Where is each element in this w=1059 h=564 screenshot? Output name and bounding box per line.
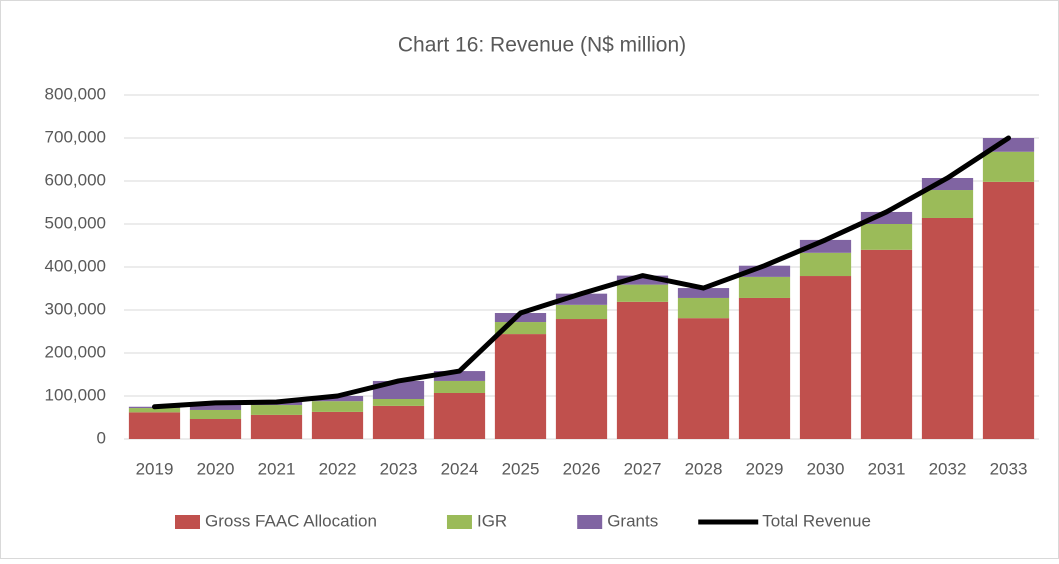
bar bbox=[555, 304, 608, 320]
bar bbox=[677, 288, 730, 298]
x-tick-label: 2027 bbox=[624, 459, 662, 478]
bar bbox=[616, 275, 669, 285]
bar bbox=[250, 414, 303, 439]
bar bbox=[189, 409, 242, 420]
legend-swatch bbox=[446, 515, 472, 529]
legend-label: Grants bbox=[607, 511, 658, 530]
legend-swatch bbox=[175, 515, 200, 529]
chart-title: Chart 16: Revenue (N$ million) bbox=[398, 34, 686, 57]
x-tick-label: 2032 bbox=[929, 459, 967, 478]
x-tick-label: 2023 bbox=[380, 459, 418, 478]
x-tick-label: 2024 bbox=[441, 459, 479, 478]
bar bbox=[311, 411, 364, 439]
bar bbox=[677, 297, 730, 319]
x-tick-label: 2021 bbox=[258, 459, 296, 478]
bar bbox=[921, 190, 974, 218]
bar bbox=[738, 297, 791, 439]
y-tick-label: 800,000 bbox=[45, 84, 106, 103]
legend-label: IGR bbox=[477, 511, 507, 530]
y-tick-label: 300,000 bbox=[45, 299, 106, 318]
bar bbox=[738, 276, 791, 298]
bar bbox=[860, 211, 913, 224]
legend-swatch bbox=[577, 515, 603, 529]
x-tick-label: 2031 bbox=[868, 459, 906, 478]
bar bbox=[189, 419, 242, 439]
x-tick-label: 2025 bbox=[502, 459, 540, 478]
y-tick-label: 600,000 bbox=[45, 170, 106, 189]
bar bbox=[311, 396, 364, 402]
y-tick-label: 400,000 bbox=[45, 256, 106, 275]
bar bbox=[677, 318, 730, 439]
bar bbox=[555, 293, 608, 305]
bar bbox=[433, 380, 486, 393]
bar bbox=[799, 252, 852, 277]
bar bbox=[494, 334, 547, 439]
bar bbox=[433, 371, 486, 381]
bar bbox=[189, 403, 242, 410]
legend-label: Gross FAAC Allocation bbox=[205, 511, 377, 530]
y-tick-label: 500,000 bbox=[45, 213, 106, 232]
bar bbox=[372, 399, 425, 406]
bar bbox=[799, 276, 852, 439]
x-tick-label: 2033 bbox=[990, 459, 1028, 478]
bar bbox=[921, 217, 974, 439]
bar bbox=[860, 249, 913, 439]
bar bbox=[372, 405, 425, 439]
line bbox=[152, 135, 1011, 410]
x-tick-label: 2026 bbox=[563, 459, 601, 478]
bar bbox=[616, 301, 669, 439]
bar bbox=[860, 224, 913, 250]
bar bbox=[616, 284, 669, 302]
bar bbox=[982, 181, 1035, 440]
bar bbox=[982, 151, 1035, 182]
bar bbox=[738, 265, 791, 277]
x-tick-label: 2030 bbox=[807, 459, 845, 478]
x-tick-label: 2019 bbox=[136, 459, 174, 478]
bar bbox=[128, 412, 181, 439]
x-tick-label: 2020 bbox=[197, 459, 235, 478]
y-tick-label: 700,000 bbox=[45, 127, 106, 146]
legend-label: Total Revenue bbox=[762, 511, 871, 530]
y-tick-label: 0 bbox=[97, 428, 106, 447]
x-tick-label: 2022 bbox=[319, 459, 357, 478]
bar bbox=[311, 401, 364, 412]
bar bbox=[555, 319, 608, 439]
y-tick-label: 100,000 bbox=[45, 385, 106, 404]
y-tick-label: 200,000 bbox=[45, 342, 106, 361]
x-tick-label: 2028 bbox=[685, 459, 723, 478]
bar bbox=[128, 408, 181, 413]
x-tick-label: 2029 bbox=[746, 459, 784, 478]
bar bbox=[433, 392, 486, 439]
bar bbox=[494, 313, 547, 323]
bar bbox=[250, 405, 303, 415]
